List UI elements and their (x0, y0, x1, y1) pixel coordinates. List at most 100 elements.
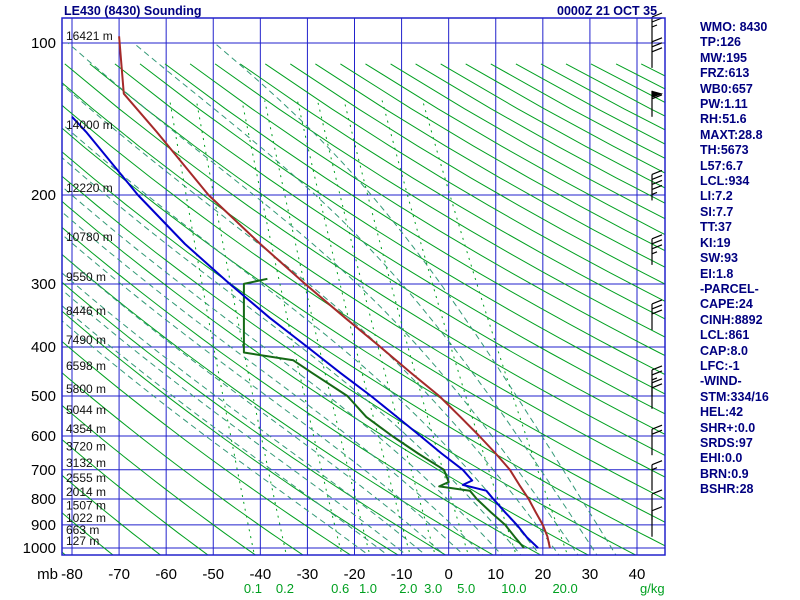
wind-barb (651, 90, 663, 117)
index-line: BSHR:28 (700, 482, 754, 497)
moist-adiabat-line (62, 185, 503, 555)
height-label: 5800 m (66, 382, 106, 396)
index-line: CINH:8892 (700, 312, 763, 327)
wind-barb-full (651, 234, 663, 240)
temp-tick-label: 0 (444, 566, 452, 583)
mixing-ratio-label: 2.0 (399, 581, 417, 596)
index-line: TT:37 (700, 220, 732, 235)
index-line: MW:195 (700, 50, 748, 65)
pressure-tick-label: 800 (31, 491, 56, 508)
temp-tick-label: 30 (582, 566, 599, 583)
pressure-tick-label: 900 (31, 517, 56, 534)
moist-adiabat-line (62, 305, 389, 555)
height-label: 16421 m (66, 29, 113, 43)
wind-barb (651, 489, 663, 520)
height-label: 4354 m (66, 422, 106, 436)
mixing-ratio-label: 10.0 (501, 581, 526, 596)
index-line: TP:126 (700, 35, 741, 50)
dry-adiabat-line (214, 63, 665, 338)
index-line: EI:1.8 (700, 266, 734, 281)
temp-tick-label: -10 (391, 566, 413, 583)
wind-barb-full (651, 506, 663, 512)
wind-barb-full (651, 12, 663, 18)
pressure-tick-label: 600 (31, 428, 56, 445)
wind-barb-full (651, 370, 663, 376)
height-label: 3132 m (66, 456, 106, 470)
pressure-tick-label: 200 (31, 187, 56, 204)
dry-adiabat-line (265, 63, 665, 302)
dry-adiabat-line (62, 226, 542, 555)
index-line: TH:5673 (700, 143, 749, 158)
moist-adiabat-line (62, 253, 446, 555)
wind-barb-full (651, 429, 663, 435)
index-line: BRN:0.9 (700, 466, 749, 481)
wind-barb (651, 506, 663, 537)
temperature-trace (118, 36, 551, 549)
mixing-ratio-label: 3.0 (424, 581, 442, 596)
mixing-ratio-label: 0.2 (276, 581, 294, 596)
height-label: 127 m (66, 534, 99, 548)
wind-barb-half (651, 24, 658, 28)
moist-adiabat-line (67, 42, 579, 555)
moist-adiabat-line (214, 42, 617, 555)
temp-tick-label: 20 (534, 566, 551, 583)
moist-adiabat-line (62, 156, 522, 555)
wind-barb (651, 424, 663, 456)
pressure-tick-label: 1000 (23, 540, 56, 557)
dry-adiabat-line (164, 63, 665, 376)
wind-barb-full (651, 489, 663, 495)
wind-barb-full (651, 304, 663, 310)
wind-barb (651, 169, 663, 201)
mixing-ratio-line (241, 100, 343, 555)
index-line: LCL:861 (700, 328, 750, 343)
wind-barb-full (651, 299, 663, 305)
moist-adiabat-line (62, 83, 560, 555)
dry-adiabat-line (89, 63, 665, 435)
moist-adiabat-line (62, 320, 370, 555)
wind-barb-full (651, 239, 663, 245)
temp-tick-label: -30 (297, 566, 319, 583)
pressure-tick-label: 400 (31, 339, 56, 356)
height-label: 5044 m (66, 403, 106, 417)
moist-adiabat-line (62, 123, 541, 555)
mixing-ratio-line (195, 100, 287, 555)
wind-barb-half (651, 251, 658, 255)
temp-tick-label: -60 (155, 566, 177, 583)
mixing-ratio-line (296, 100, 411, 555)
dry-adiabat-line (114, 63, 665, 415)
index-line: CAPE:24 (700, 297, 753, 312)
pressure-tick-label: 700 (31, 462, 56, 479)
height-label: 2014 m (66, 485, 106, 499)
dry-adiabat-line (189, 63, 665, 357)
pressure-unit-label: mb (37, 566, 58, 583)
pressure-tick-label: 100 (31, 35, 56, 52)
mixing-ratio-line (381, 100, 517, 555)
pressure-tick-label: 300 (31, 276, 56, 293)
mixing-ratio-line (317, 100, 436, 555)
index-line: LFC:-1 (700, 358, 740, 373)
mixing-ratio-line (264, 100, 371, 555)
chart-title: LE430 (8430) Sounding (64, 4, 202, 18)
height-label: 7490 m (66, 333, 106, 347)
index-line: PW:1.11 (700, 97, 748, 112)
dry-adiabat-line (315, 63, 665, 268)
wind-barb-full (651, 184, 663, 190)
wind-barb-full (651, 47, 663, 53)
dry-adiabat-line (62, 127, 665, 523)
index-line: SRDS:97 (700, 435, 753, 450)
temp-tick-label: -70 (108, 566, 130, 583)
indices-panel: WMO: 8430 TP:126 MW:195 FRZ:613 WB0:657 PW:1.… (700, 20, 769, 498)
mixing-ratio-label: 1.0 (359, 581, 377, 596)
index-line: SHR+:0.0 (700, 420, 756, 435)
wind-barb (651, 37, 663, 68)
mixing-ratio-line (169, 100, 255, 555)
temp-tick-label: 40 (629, 566, 646, 583)
index-line: -WIND- (700, 374, 742, 389)
mixing-ratio-label: 0.1 (244, 581, 262, 596)
height-label: 1022 m (66, 511, 106, 525)
wind-barb (651, 378, 663, 409)
dry-adiabat-line (62, 438, 209, 555)
dry-adiabat-line (62, 281, 447, 555)
index-line: SI:7.7 (700, 204, 734, 219)
